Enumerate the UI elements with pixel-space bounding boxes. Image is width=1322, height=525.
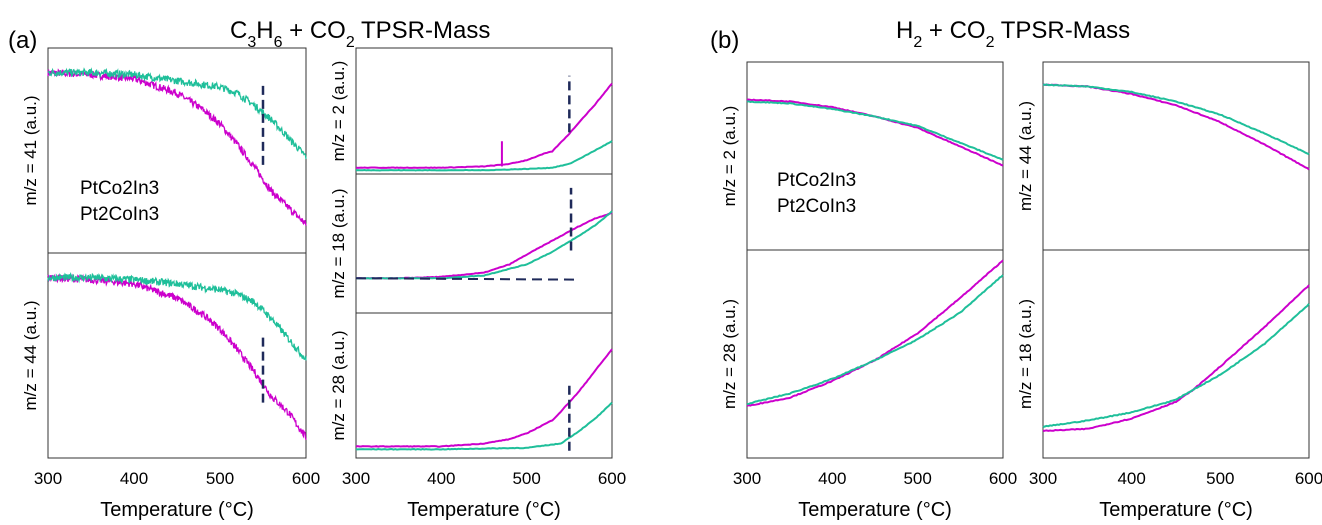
xlabel-b-28: Temperature (°C): [798, 499, 952, 521]
plot-frame-b-18: [1042, 249, 1310, 459]
xtick-label: 400: [818, 469, 846, 488]
ylabel-b-44: m/z = 44 (a.u.): [1016, 101, 1035, 211]
xtick-label: 600: [598, 469, 626, 488]
series-line-Pt2CoIn3: [356, 210, 613, 280]
xlabel-a-28: Temperature (°C): [407, 499, 561, 521]
series-line-Pt2CoIn3: [1042, 83, 1310, 156]
series-line-PtCo2In3: [356, 211, 613, 280]
series-line-Pt2CoIn3: [746, 100, 1004, 161]
series-line-Pt2CoIn3: [355, 140, 613, 172]
plot-frame-a-44: [47, 252, 307, 459]
xtick-label: 400: [120, 469, 148, 488]
xlabel-a-44: Temperature (°C): [100, 499, 254, 521]
ylabel-a-2: m/z = 2 (a.u.): [329, 61, 348, 162]
title-b-part: H: [896, 17, 913, 44]
title-a-part: TPSR-Mass: [355, 17, 491, 44]
plot-frame-a-28: [355, 312, 613, 459]
title-a-sub: 6: [274, 34, 283, 51]
series-line-Pt2CoIn3: [47, 271, 307, 361]
series-line-PtCo2In3: [1042, 83, 1310, 171]
series-line-PtCo2In3: [746, 98, 1004, 167]
ylabel-a-41: m/z = 41 (a.u.): [21, 95, 40, 205]
plot-frame-b-44: [1042, 61, 1310, 251]
ylabel-a-18: m/z = 18 (a.u.): [329, 188, 348, 298]
title-b-part: TPSR-Mass: [995, 17, 1131, 44]
series-line-PtCo2In3: [47, 68, 307, 226]
legend-entry-PtCo2In3: PtCo2In3: [777, 170, 856, 191]
series-line-Pt2CoIn3: [47, 67, 307, 160]
plot-frame-a-18: [355, 173, 613, 314]
plots-layer: m/z = 41 (a.u.) PtCo2In3 Pt2CoIn3 m/z = 44 …: [21, 47, 1322, 521]
panel-b-letter: (b): [710, 27, 739, 54]
xtick-label: 500: [206, 469, 234, 488]
title-b-part: + CO: [922, 17, 985, 44]
legend-entry-Pt2CoIn3: Pt2CoIn3: [80, 204, 159, 225]
xtick-label: 400: [1117, 469, 1145, 488]
title-b-sub: 2: [986, 34, 995, 51]
title-a-part: C: [230, 17, 247, 44]
panel-a-letter: (a): [8, 27, 37, 54]
ylabel-b-28: m/z = 28 (a.u.): [720, 299, 739, 409]
series-line-PtCo2In3: [1042, 284, 1310, 433]
xtick-label: 600: [292, 469, 320, 488]
ylabel-b-2: m/z = 2 (a.u.): [720, 106, 739, 207]
title-a-part: + CO: [283, 17, 346, 44]
ylabel-b-18: m/z = 18 (a.u.): [1016, 299, 1035, 409]
series-line-PtCo2In3: [355, 348, 613, 448]
plot-frame-b-2: [746, 61, 1004, 251]
xtick-label: 300: [1029, 469, 1057, 488]
xtick-label: 300: [34, 469, 62, 488]
xtick-label: 500: [903, 469, 931, 488]
series-line-Pt2CoIn3: [1042, 303, 1310, 429]
ylabel-a-44: m/z = 44 (a.u.): [21, 300, 40, 410]
xtick-label: 600: [989, 469, 1017, 488]
xtick-label: 500: [1206, 469, 1234, 488]
ylabel-a-28: m/z = 28 (a.u.): [329, 330, 348, 440]
legend-entry-PtCo2In3: PtCo2In3: [80, 178, 159, 199]
panel-b-title: H2 + CO2 TPSR-Mass: [896, 17, 1130, 51]
xtick-label: 300: [733, 469, 761, 488]
title-a-sub: 3: [247, 34, 256, 51]
xtick-label: 400: [427, 469, 455, 488]
series-line-Pt2CoIn3: [746, 274, 1004, 405]
series-line-PtCo2In3: [47, 273, 307, 441]
title-b-sub: 2: [913, 34, 922, 51]
panel-a-title: C3H6 + CO2 TPSR-Mass: [230, 17, 490, 51]
legend-entry-Pt2CoIn3: Pt2CoIn3: [777, 196, 856, 217]
xtick-label: 500: [512, 469, 540, 488]
title-a-sub: 2: [346, 34, 355, 51]
plot-frame-b-28: [746, 249, 1004, 459]
plot-frame-a-2: [355, 47, 613, 175]
series-line-PtCo2In3: [355, 82, 613, 169]
series-line-Pt2CoIn3: [355, 401, 613, 451]
xtick-label: 300: [342, 469, 370, 488]
xlabel-b-18: Temperature (°C): [1099, 499, 1253, 521]
title-a-part: H: [256, 17, 273, 44]
baseline-dashed: [355, 277, 578, 281]
xtick-label: 600: [1295, 469, 1322, 488]
series-line-PtCo2In3: [746, 259, 1004, 407]
